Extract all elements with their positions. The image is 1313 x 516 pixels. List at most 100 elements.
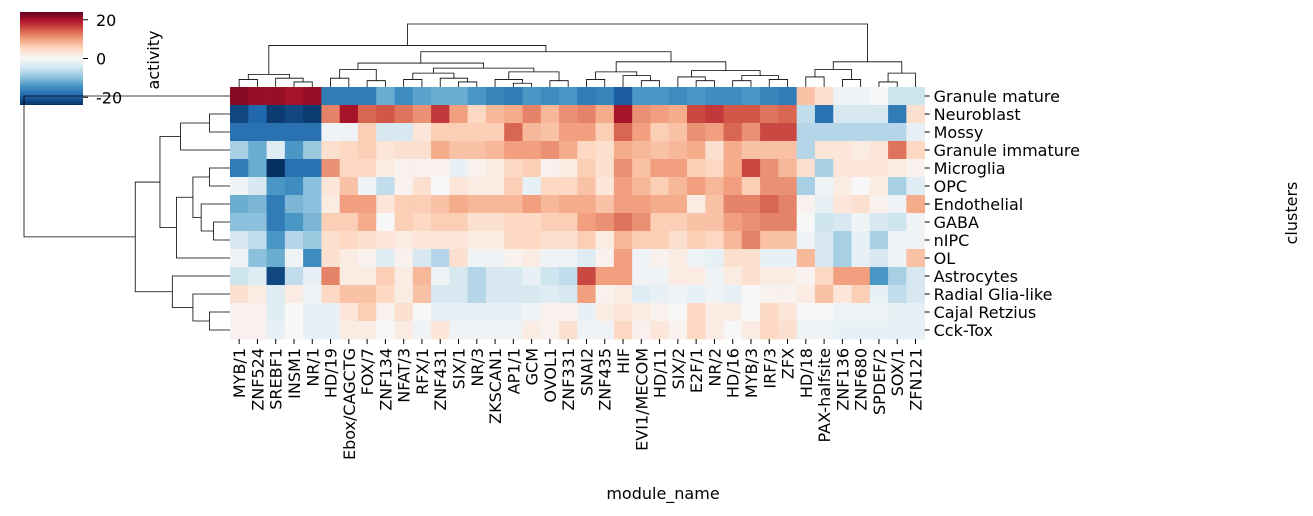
- column-tick-label: NR/1: [303, 348, 322, 387]
- heatmap-cell: [522, 267, 542, 286]
- heatmap-cell: [668, 195, 688, 214]
- heatmap-cell: [449, 321, 469, 340]
- heatmap-cell: [559, 321, 578, 340]
- heatmap-cell: [431, 267, 450, 286]
- heatmap-cell: [376, 195, 395, 214]
- heatmap-cell: [595, 303, 615, 322]
- heatmap-cell: [321, 285, 341, 304]
- column-tick-label: SIX/1: [450, 348, 469, 389]
- heatmap-cell: [504, 123, 523, 142]
- heatmap-cell: [833, 303, 852, 322]
- heatmap-cell: [650, 267, 670, 286]
- heatmap-cell: [357, 177, 377, 196]
- column-tick-label: ZNF134: [376, 348, 395, 411]
- heatmap-cell: [595, 141, 615, 160]
- column-tick-label: HD/18: [797, 348, 816, 398]
- heatmap-cell: [741, 231, 761, 250]
- heatmap-cell: [303, 105, 322, 124]
- heatmap-cell: [449, 231, 469, 250]
- column-tick-label: EVI1/MECOM: [632, 348, 651, 451]
- heatmap-cell: [613, 141, 633, 160]
- heatmap-cell: [650, 303, 670, 322]
- heatmap-cell: [723, 321, 743, 340]
- heatmap-cell: [540, 213, 560, 232]
- column-tick-label: OVOL1: [541, 348, 560, 403]
- heatmap-cell: [431, 177, 450, 196]
- dendrogram-link: [832, 61, 903, 74]
- row-dendrogram: [23, 95, 230, 331]
- heatmap-cell: [613, 87, 633, 106]
- heatmap-cell: [540, 267, 560, 286]
- heatmap-cell: [632, 159, 651, 178]
- heatmap-cell: [376, 177, 395, 196]
- heatmap-cell: [467, 105, 487, 124]
- heatmap-cell: [303, 123, 322, 142]
- heatmap-cell: [339, 87, 359, 106]
- heatmap-cell: [687, 159, 706, 178]
- heatmap-cell: [522, 321, 542, 340]
- column-tick-label: INSM1: [285, 348, 304, 399]
- heatmap-cell: [266, 141, 286, 160]
- heatmap-cell: [230, 249, 249, 268]
- heatmap-cell: [723, 87, 743, 106]
- heatmap-cell: [559, 105, 578, 124]
- heatmap-cell: [559, 177, 578, 196]
- heatmap-cell: [559, 231, 578, 250]
- heatmap-cell: [412, 123, 432, 142]
- heatmap-cell: [723, 303, 743, 322]
- heatmap-cell: [814, 303, 834, 322]
- heatmap-cell: [412, 321, 432, 340]
- heatmap-cell: [248, 267, 267, 286]
- heatmap-cell: [796, 159, 816, 178]
- heatmap-cell: [230, 177, 249, 196]
- heatmap-cell: [613, 321, 633, 340]
- column-tick-label: NFAT/3: [395, 348, 414, 403]
- heatmap-cell: [357, 141, 377, 160]
- heatmap-cell: [394, 141, 414, 160]
- heatmap-cell: [650, 105, 670, 124]
- heatmap-cell: [705, 303, 724, 322]
- row-tick-label: Neuroblast: [934, 105, 1021, 124]
- heatmap-cell: [467, 231, 487, 250]
- heatmap-cell: [760, 213, 779, 232]
- column-tick-label: ZKSCAN1: [486, 348, 505, 424]
- heatmap-cell: [357, 303, 377, 322]
- heatmap-cell: [485, 321, 505, 340]
- heatmap-cell: [522, 159, 542, 178]
- column-tick-label: IRF/3: [760, 348, 779, 389]
- heatmap-cell: [540, 141, 560, 160]
- heatmap-cell: [723, 177, 743, 196]
- heatmap-cell: [796, 249, 816, 268]
- heatmap-cell: [814, 141, 834, 160]
- heatmap-cell: [723, 285, 743, 304]
- heatmap-cell: [833, 321, 852, 340]
- heatmap-cell: [504, 195, 523, 214]
- heatmap-cell: [394, 195, 414, 214]
- heatmap-cell: [540, 303, 560, 322]
- heatmap-cell: [888, 159, 907, 178]
- row-tick-label: OL: [934, 249, 956, 268]
- row-tick-label: Endothelial: [934, 195, 1024, 214]
- heatmap-cell: [504, 213, 523, 232]
- heatmap-cell: [266, 267, 286, 286]
- heatmap-cell: [412, 213, 432, 232]
- heatmap-cell: [833, 141, 852, 160]
- heatmap-cell: [906, 177, 926, 196]
- heatmap-cell: [431, 321, 450, 340]
- heatmap-cell: [431, 87, 450, 106]
- heatmap-cell: [431, 141, 450, 160]
- heatmap-cell: [357, 249, 377, 268]
- heatmap-cell: [321, 87, 341, 106]
- heatmap-cell: [540, 231, 560, 250]
- colorbar-ticks: 20 0 -20: [83, 11, 122, 107]
- heatmap-cell: [376, 321, 395, 340]
- heatmap-cell: [760, 249, 779, 268]
- heatmap-cell: [431, 303, 450, 322]
- heatmap-cell: [741, 195, 761, 214]
- heatmap-cell: [888, 195, 907, 214]
- dendrogram-link: [695, 80, 715, 87]
- heatmap-cell: [668, 249, 688, 268]
- heatmap-cell: [833, 105, 852, 124]
- heatmap-cell: [833, 285, 852, 304]
